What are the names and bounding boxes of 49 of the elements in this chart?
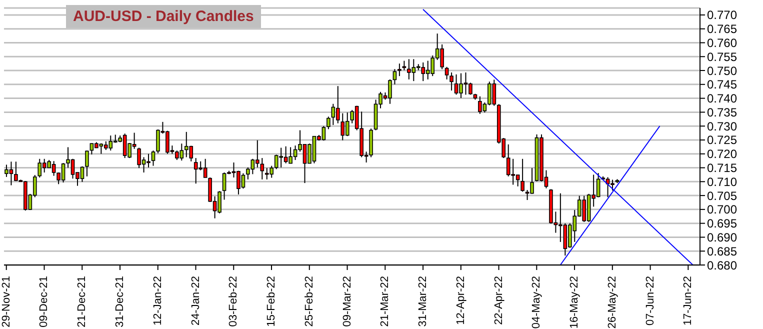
candlestick (444, 66, 449, 80)
y-tick-label: 0.735 (707, 105, 738, 120)
x-tick-label: 04-May-22 (530, 276, 543, 329)
y-tick-label: 0.760 (707, 36, 738, 50)
x-tick-label: 29-Nov-21 (0, 276, 12, 328)
y-tick-label: 0.715 (707, 161, 738, 176)
x-tick-label: 09-Dec-21 (38, 276, 50, 328)
y-tick-label: 0.765 (707, 22, 738, 36)
candlestick (85, 150, 89, 177)
candlestick (450, 72, 454, 92)
y-tick-label: 0.710 (707, 174, 738, 189)
x-tick-label: 25-Feb-22 (303, 276, 316, 327)
y-tick-label: 0.695 (707, 216, 738, 231)
x-tick-label: 12-Jan-22 (152, 276, 164, 326)
y-tick-label: 0.740 (707, 92, 738, 106)
x-tick-label: 03-Feb-22 (228, 276, 240, 327)
y-tick-label: 0.725 (707, 133, 738, 148)
x-tick-label: 31-Mar-22 (417, 276, 430, 327)
y-tick-label: 0.700 (707, 202, 738, 217)
candlestick (398, 63, 402, 77)
y-tick-label: 0.730 (707, 119, 738, 134)
y-tick-label: 0.680 (707, 258, 738, 272)
x-tick-label: 16-May-22 (568, 276, 581, 329)
x-tick-label: 21-Mar-22 (379, 276, 392, 327)
candlestick (151, 150, 156, 166)
candlestick (326, 116, 330, 130)
candlestick (402, 60, 406, 71)
x-tick-label: 31-Dec-21 (114, 276, 126, 328)
y-tick-label: 0.690 (707, 230, 738, 244)
chart-title: AUD-USD - Daily Candles (66, 5, 261, 28)
x-tick-label: 17-Jun-22 (682, 276, 694, 326)
x-tick-label: 21-Dec-21 (76, 276, 88, 328)
x-tick-label: 12-Apr-22 (454, 276, 467, 325)
x-tick-label: 09-Mar-22 (341, 276, 354, 327)
y-tick-label: 0.770 (707, 8, 738, 22)
y-tick-label: 0.685 (707, 244, 738, 258)
y-tick-label: 0.705 (707, 188, 738, 203)
x-tick-label: 24-Jan-22 (190, 276, 202, 326)
y-tick-label: 0.720 (707, 147, 738, 162)
x-tick-label: 22-Apr-22 (492, 276, 505, 325)
x-tick-label: 26-May-22 (606, 276, 618, 329)
candlestick (520, 158, 524, 192)
candlestick (260, 158, 264, 180)
candlestick (392, 68, 397, 85)
x-tick-label: 07-Jun-22 (644, 276, 656, 326)
y-tick-label: 0.745 (707, 78, 738, 92)
x-tick-label: 15-Feb-22 (266, 276, 278, 327)
y-tick-label: 0.750 (707, 64, 738, 78)
y-tick-label: 0.755 (707, 50, 738, 64)
